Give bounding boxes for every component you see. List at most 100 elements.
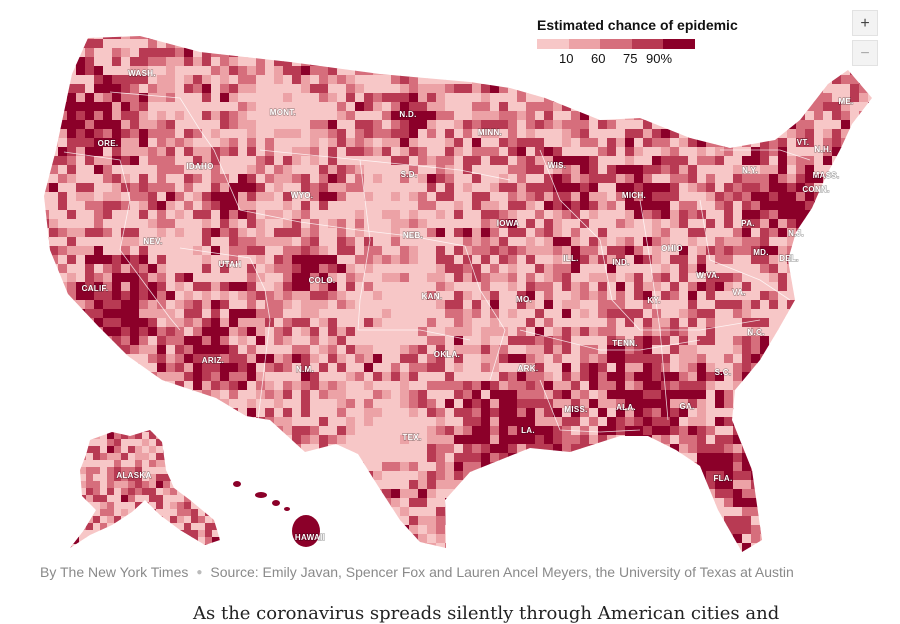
county-tile[interactable] xyxy=(742,309,752,319)
county-tile[interactable] xyxy=(850,372,860,382)
county-tile[interactable] xyxy=(112,300,122,310)
county-tile[interactable] xyxy=(670,291,680,301)
county-tile[interactable] xyxy=(616,435,626,445)
county-tile[interactable] xyxy=(796,75,806,85)
county-tile[interactable] xyxy=(877,498,887,508)
county-tile[interactable] xyxy=(337,498,347,508)
county-tile[interactable] xyxy=(580,75,590,85)
county-tile[interactable] xyxy=(310,201,320,211)
county-tile[interactable] xyxy=(76,237,86,247)
county-tile[interactable] xyxy=(139,327,149,337)
county-tile[interactable] xyxy=(103,120,113,130)
county-tile[interactable] xyxy=(76,426,86,436)
county-tile[interactable] xyxy=(85,408,95,418)
county-tile[interactable] xyxy=(544,462,554,472)
county-tile[interactable] xyxy=(40,84,50,94)
county-tile[interactable] xyxy=(220,219,230,229)
county-tile[interactable] xyxy=(355,174,365,184)
county-tile[interactable] xyxy=(634,246,644,256)
county-tile[interactable] xyxy=(517,201,527,211)
county-tile[interactable] xyxy=(103,48,113,58)
county-tile[interactable] xyxy=(283,210,293,220)
county-tile[interactable] xyxy=(247,327,257,337)
county-tile[interactable] xyxy=(112,372,122,382)
county-tile[interactable] xyxy=(427,354,437,364)
county-tile[interactable] xyxy=(337,372,347,382)
county-tile[interactable] xyxy=(148,75,158,85)
county-tile[interactable] xyxy=(634,417,644,427)
county-tile[interactable] xyxy=(697,246,707,256)
county-tile[interactable] xyxy=(220,354,230,364)
county-tile[interactable] xyxy=(544,498,554,508)
county-tile[interactable] xyxy=(625,480,635,490)
county-tile[interactable] xyxy=(382,417,392,427)
county-tile[interactable] xyxy=(355,462,365,472)
county-tile[interactable] xyxy=(211,426,221,436)
county-tile[interactable] xyxy=(580,237,590,247)
county-tile[interactable] xyxy=(688,444,698,454)
county-tile[interactable] xyxy=(814,327,824,337)
county-tile[interactable] xyxy=(562,111,572,121)
county-tile[interactable] xyxy=(832,453,842,463)
county-tile[interactable] xyxy=(544,138,554,148)
county-tile[interactable] xyxy=(112,318,122,328)
county-tile[interactable] xyxy=(832,345,842,355)
county-tile[interactable] xyxy=(409,255,419,265)
county-tile[interactable] xyxy=(94,309,104,319)
county-tile[interactable] xyxy=(796,165,806,175)
county-tile[interactable] xyxy=(337,255,347,265)
county-tile[interactable] xyxy=(814,336,824,346)
county-tile[interactable] xyxy=(265,183,275,193)
county-tile[interactable] xyxy=(409,390,419,400)
county-tile[interactable] xyxy=(166,273,176,283)
county-tile[interactable] xyxy=(337,84,347,94)
county-tile[interactable] xyxy=(220,489,230,499)
county-tile[interactable] xyxy=(589,390,599,400)
county-tile[interactable] xyxy=(724,498,734,508)
county-tile[interactable] xyxy=(832,30,842,40)
county-tile[interactable] xyxy=(670,66,680,76)
county-tile[interactable] xyxy=(787,174,797,184)
county-tile[interactable] xyxy=(445,480,455,490)
county-tile[interactable] xyxy=(247,444,257,454)
county-tile[interactable] xyxy=(103,282,113,292)
county-tile[interactable] xyxy=(436,111,446,121)
county-tile[interactable] xyxy=(301,255,311,265)
county-tile[interactable] xyxy=(337,48,347,58)
county-tile[interactable] xyxy=(76,120,86,130)
county-tile[interactable] xyxy=(715,165,725,175)
county-tile[interactable] xyxy=(742,318,752,328)
county-tile[interactable] xyxy=(778,336,788,346)
county-tile[interactable] xyxy=(445,471,455,481)
county-tile[interactable] xyxy=(373,30,383,40)
county-tile[interactable] xyxy=(319,147,329,157)
county-tile[interactable] xyxy=(40,453,50,463)
county-tile[interactable] xyxy=(256,111,266,121)
county-tile[interactable] xyxy=(553,291,563,301)
county-tile[interactable] xyxy=(76,39,86,49)
county-tile[interactable] xyxy=(238,471,248,481)
county-tile[interactable] xyxy=(751,408,761,418)
county-tile[interactable] xyxy=(166,453,176,463)
county-tile[interactable] xyxy=(535,174,545,184)
county-tile[interactable] xyxy=(490,48,500,58)
county-tile[interactable] xyxy=(733,300,743,310)
county-tile[interactable] xyxy=(184,426,194,436)
county-tile[interactable] xyxy=(589,318,599,328)
county-tile[interactable] xyxy=(553,66,563,76)
county-tile[interactable] xyxy=(661,444,671,454)
county-tile[interactable] xyxy=(490,228,500,238)
county-tile[interactable] xyxy=(580,480,590,490)
county-tile[interactable] xyxy=(202,417,212,427)
county-tile[interactable] xyxy=(94,219,104,229)
county-tile[interactable] xyxy=(796,453,806,463)
county-tile[interactable] xyxy=(598,453,608,463)
county-tile[interactable] xyxy=(337,264,347,274)
county-tile[interactable] xyxy=(346,408,356,418)
county-tile[interactable] xyxy=(265,426,275,436)
county-tile[interactable] xyxy=(544,120,554,130)
county-tile[interactable] xyxy=(85,66,95,76)
county-tile[interactable] xyxy=(40,435,50,445)
county-tile[interactable] xyxy=(247,399,257,409)
county-tile[interactable] xyxy=(742,390,752,400)
